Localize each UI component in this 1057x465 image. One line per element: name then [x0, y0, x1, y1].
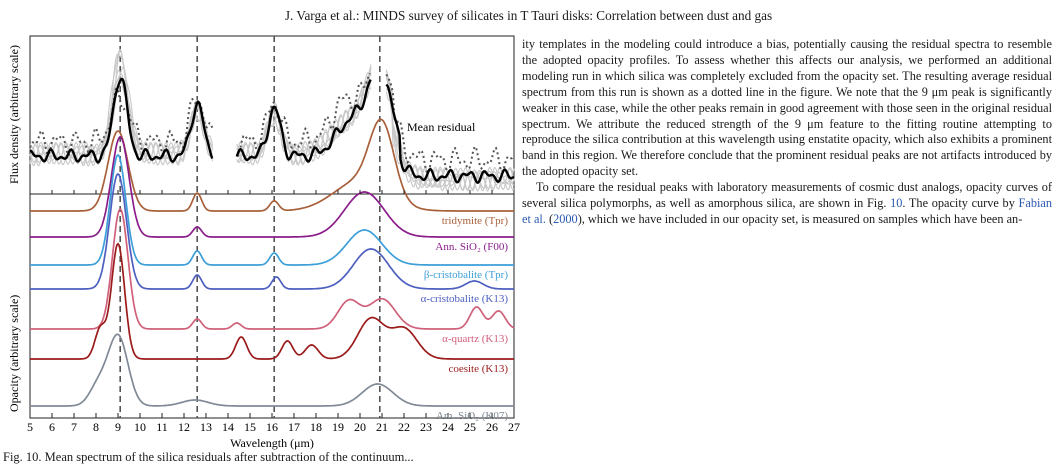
- citation-link[interactable]: Fabian et al.: [522, 196, 1052, 226]
- opacity-label: β-cristobalite (Tpr): [424, 269, 508, 281]
- top-y-axis-label: Flux density (arbitrary scale): [7, 45, 21, 184]
- opacity-label: α-cristobalite (K13): [421, 293, 509, 305]
- x-tick-label: 7: [71, 420, 77, 434]
- x-tick-label: 19: [332, 420, 344, 434]
- opacity-label: coesite (K13): [448, 363, 508, 375]
- x-tick-label: 24: [442, 420, 454, 434]
- bottom-y-axis-label: Opacity (arbitrary scale): [7, 295, 21, 412]
- body-text: ity templates in the modeling could intr…: [522, 37, 1052, 228]
- mean-residual-label: Mean residual: [407, 120, 476, 134]
- mean-residual: [385, 83, 515, 185]
- citation-year-link[interactable]: 2000: [553, 211, 578, 226]
- mean-residual-curve: [29, 77, 515, 185]
- opacity-label: Ann. SiO₂ (F00): [435, 241, 508, 253]
- x-tick-label: 27: [508, 420, 520, 434]
- opacity-curve: [30, 208, 515, 330]
- silica-figure: 5 6 7 8 9 10 11 12 13 14 15 16 17 18 19 20 21 22 23 24 25 26 2…: [7, 35, 520, 450]
- x-tick-label: 25: [464, 420, 476, 434]
- opacity-curve: [30, 172, 514, 290]
- mean-residual: [235, 79, 372, 163]
- opacity-curves: [30, 118, 515, 407]
- paragraph-1: ity templates in the modeling could intr…: [522, 37, 1052, 179]
- x-tick-label: 15: [244, 420, 256, 434]
- x-tick-label: 23: [420, 420, 432, 434]
- x-tick-label: 10: [134, 420, 146, 434]
- x-tick-label: 6: [49, 420, 55, 434]
- bottom-panel-frame: [29, 193, 515, 419]
- x-tick-label: 14: [222, 420, 234, 434]
- curve-labels: tridymite (Tpr) Ann. SiO₂ (F00) β-cristoba…: [421, 215, 509, 422]
- paragraph-2: To compare the residual peaks with labor…: [522, 180, 1052, 226]
- opacity-curve: [30, 242, 514, 360]
- opacity-curve: [30, 118, 514, 212]
- x-tick-label: 8: [93, 420, 99, 434]
- opacity-label: tridymite (Tpr): [442, 215, 509, 227]
- x-tick-label: 9: [115, 420, 121, 434]
- x-tick-label: 17: [288, 420, 300, 434]
- residual-curve: [29, 52, 214, 167]
- opacity-curve: [30, 153, 514, 266]
- opacity-label: α-quartz (K13): [442, 333, 508, 345]
- opacity-curve: [30, 136, 514, 238]
- x-tick-label: 5: [27, 420, 33, 434]
- x-tick-label: 11: [156, 420, 168, 434]
- x-tick-label: 18: [310, 420, 322, 434]
- dotted-residual: [385, 74, 514, 176]
- dotted-residual: [29, 86, 214, 158]
- no-silica-residual: [29, 72, 514, 176]
- figure-link[interactable]: 10: [890, 196, 903, 211]
- opacity-curve: [30, 333, 514, 407]
- mean-residual: [29, 77, 214, 164]
- x-tick-label: 13: [200, 420, 212, 434]
- x-tick-label: 16: [266, 420, 278, 434]
- x-axis-ticks: 5 6 7 8 9 10 11 12 13 14 15 16 17 18 19 20 21 22 23 24 25 26 2…: [27, 190, 520, 434]
- x-tick-label: 12: [178, 420, 190, 434]
- residual-curve: [236, 72, 372, 165]
- running-title: J. Varga et al.: MINDS survey of silicat…: [284, 8, 773, 23]
- x-tick-label: 20: [354, 420, 366, 434]
- x-tick-label: 21: [376, 420, 388, 434]
- figure-10: 5 6 7 8 9 10 11 12 13 14 15 16 17 18 19 20 21 22 23 24 25 26 2…: [0, 34, 520, 454]
- x-tick-label: 26: [486, 420, 498, 434]
- x-tick-label: 22: [398, 420, 410, 434]
- x-axis-label: Wavelength (μm): [230, 436, 314, 450]
- opacity-label: Am. SiO₂ (K07): [436, 410, 508, 422]
- vertical-reference-lines: [119, 36, 381, 418]
- figure-caption: Fig. 10. Mean spectrum of the silica res…: [3, 450, 414, 464]
